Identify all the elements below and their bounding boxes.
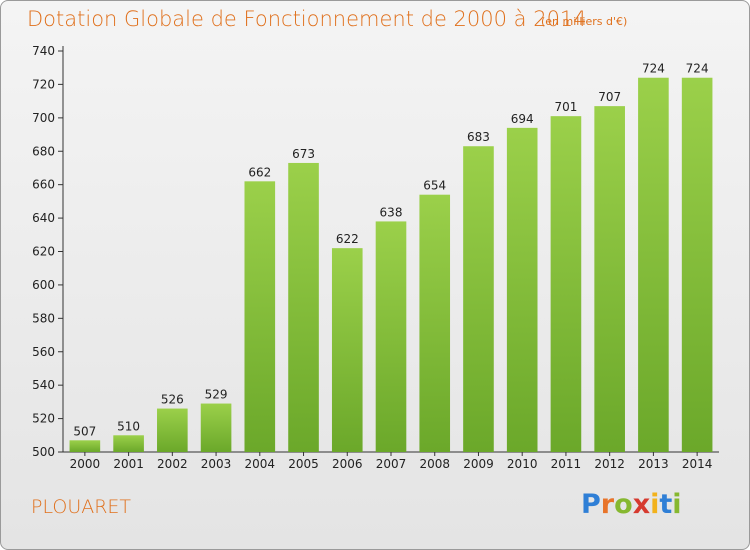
bar: [331, 248, 363, 452]
chart-unit: (en milliers d'€): [541, 15, 628, 28]
bar-value-label: 701: [554, 100, 577, 114]
x-tick-label: 2014: [682, 457, 713, 471]
y-tick-label: 520: [32, 412, 55, 426]
x-tick-label: 2004: [245, 457, 276, 471]
logo-letter: t: [659, 489, 673, 520]
bar-value-label: 724: [642, 62, 665, 76]
bar: [288, 162, 319, 452]
bar: [244, 181, 276, 452]
x-tick-label: 2001: [113, 457, 144, 471]
y-tick-label: 640: [32, 211, 55, 225]
x-tick-label: 2006: [332, 457, 363, 471]
bar-value-label: 529: [205, 388, 228, 402]
proxiti-logo: Proxiti: [581, 489, 682, 520]
y-tick-label: 580: [32, 311, 55, 325]
bar-value-label: 724: [686, 62, 709, 76]
bar-value-label: 638: [380, 205, 403, 219]
x-tick-label: 2012: [594, 457, 625, 471]
bar: [419, 194, 451, 453]
x-tick-label: 2010: [507, 457, 538, 471]
y-tick-label: 600: [32, 278, 55, 292]
chart-title: Dotation Globale de Fonctionnement de 20…: [27, 7, 587, 31]
bar-value-label: 662: [248, 165, 271, 179]
x-tick-label: 2002: [157, 457, 188, 471]
bar: [681, 77, 713, 452]
bar: [550, 116, 582, 452]
bar-value-label: 683: [467, 130, 490, 144]
bar: [463, 146, 494, 453]
bar-value-label: 654: [423, 179, 446, 193]
x-tick-label: 2013: [638, 457, 669, 471]
y-tick-label: 700: [32, 111, 55, 125]
bar: [113, 435, 144, 452]
bar-value-label: 694: [511, 112, 534, 126]
x-tick-label: 2000: [70, 457, 101, 471]
x-tick-label: 2011: [551, 457, 582, 471]
bar: [69, 440, 101, 452]
bar: [506, 127, 538, 452]
bar-value-label: 622: [336, 232, 359, 246]
y-tick-label: 680: [32, 144, 55, 158]
y-tick-label: 660: [32, 178, 55, 192]
bar: [638, 77, 669, 452]
y-tick-label: 540: [32, 378, 55, 392]
x-tick-label: 2009: [463, 457, 494, 471]
x-tick-label: 2003: [201, 457, 232, 471]
y-tick-label: 500: [32, 445, 55, 459]
bar-value-label: 510: [117, 419, 140, 433]
bar-value-label: 526: [161, 393, 184, 407]
bar: [594, 106, 625, 452]
bar-value-label: 707: [598, 90, 621, 104]
bar: [200, 403, 232, 452]
logo-letter: r: [600, 489, 615, 520]
bar: [157, 408, 188, 452]
logo-letter: o: [614, 489, 633, 520]
logo-letter: P: [581, 489, 601, 520]
y-tick-label: 720: [32, 77, 55, 91]
bar: [375, 221, 407, 452]
commune-name: PLOUARET: [31, 496, 132, 518]
logo-letter: x: [632, 489, 651, 520]
y-tick-label: 620: [32, 245, 55, 259]
x-tick-label: 2008: [419, 457, 450, 471]
y-tick-label: 740: [32, 44, 55, 58]
x-tick-label: 2007: [376, 457, 407, 471]
logo-letter: i: [672, 489, 682, 520]
y-tick-label: 560: [32, 345, 55, 359]
bar-value-label: 673: [292, 147, 315, 161]
logo-letter: i: [650, 489, 660, 520]
x-tick-label: 2005: [288, 457, 319, 471]
bar-value-label: 507: [73, 424, 96, 438]
